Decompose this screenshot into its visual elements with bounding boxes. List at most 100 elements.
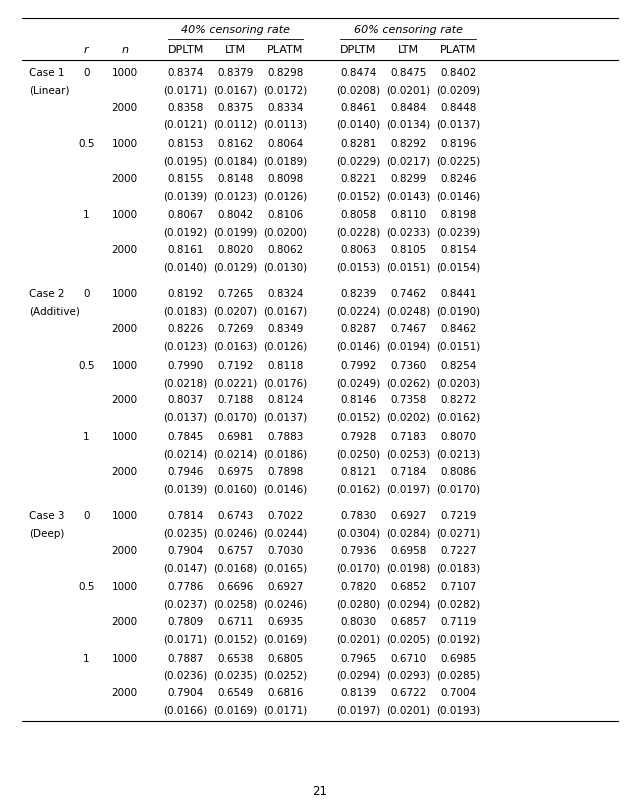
Text: (0.0123): (0.0123): [213, 191, 258, 201]
Text: (0.0121): (0.0121): [163, 120, 208, 130]
Text: 0.7928: 0.7928: [340, 432, 376, 442]
Text: 0.8030: 0.8030: [340, 617, 376, 627]
Text: (0.0217): (0.0217): [386, 156, 431, 167]
Text: 0.8334: 0.8334: [268, 103, 303, 112]
Text: 0.8121: 0.8121: [340, 467, 376, 477]
Text: 0: 0: [83, 290, 90, 299]
Text: (0.0134): (0.0134): [386, 120, 431, 130]
Text: 0.7004: 0.7004: [440, 688, 476, 698]
Text: (0.0170): (0.0170): [337, 563, 380, 574]
Text: (0.0130): (0.0130): [264, 262, 307, 273]
Text: 0.8154: 0.8154: [440, 245, 476, 255]
Text: 0.6927: 0.6927: [390, 511, 426, 521]
Text: 0.8161: 0.8161: [168, 245, 204, 255]
Text: 0.7887: 0.7887: [168, 654, 204, 663]
Text: (0.0165): (0.0165): [263, 563, 308, 574]
Text: 0.8196: 0.8196: [440, 139, 476, 149]
Text: (Additive): (Additive): [29, 307, 79, 317]
Text: (0.0271): (0.0271): [436, 528, 481, 539]
Text: 0.8287: 0.8287: [340, 324, 376, 334]
Text: 0.6538: 0.6538: [218, 654, 253, 663]
Text: 0.8058: 0.8058: [340, 210, 376, 220]
Text: (0.0284): (0.0284): [386, 528, 431, 539]
Text: 0.7269: 0.7269: [218, 324, 253, 334]
Text: 0.8272: 0.8272: [440, 396, 476, 405]
Text: PLATM: PLATM: [268, 45, 303, 55]
Text: (0.0203): (0.0203): [436, 378, 480, 388]
Text: 0.6857: 0.6857: [390, 617, 426, 627]
Text: 0.8441: 0.8441: [440, 290, 476, 299]
Text: 0.6927: 0.6927: [268, 582, 303, 592]
Text: (0.0253): (0.0253): [386, 449, 431, 460]
Text: 0.7227: 0.7227: [440, 546, 476, 556]
Text: 1: 1: [83, 210, 90, 220]
Text: n: n: [122, 45, 128, 55]
Text: (0.0250): (0.0250): [337, 449, 380, 460]
Text: Case 1: Case 1: [29, 68, 64, 78]
Text: 0: 0: [83, 68, 90, 78]
Text: (0.0189): (0.0189): [263, 156, 308, 167]
Text: (0.0137): (0.0137): [436, 120, 481, 130]
Text: (0.0214): (0.0214): [213, 449, 258, 460]
Text: 1000: 1000: [112, 290, 138, 299]
Text: 0.8299: 0.8299: [390, 174, 426, 184]
Text: (0.0172): (0.0172): [263, 85, 308, 95]
Text: (0.0285): (0.0285): [436, 671, 481, 681]
Text: (0.0224): (0.0224): [336, 307, 381, 317]
Text: (0.0213): (0.0213): [436, 449, 481, 460]
Text: (0.0192): (0.0192): [436, 634, 481, 645]
Text: (0.0112): (0.0112): [213, 120, 258, 130]
Text: 0: 0: [83, 511, 90, 521]
Text: (0.0168): (0.0168): [213, 563, 258, 574]
Text: 0.8064: 0.8064: [268, 139, 303, 149]
Text: 60% censoring rate: 60% censoring rate: [354, 25, 463, 35]
Text: (0.0139): (0.0139): [163, 484, 208, 494]
Text: 0.8155: 0.8155: [168, 174, 204, 184]
Text: (0.0154): (0.0154): [436, 262, 481, 273]
Text: (0.0186): (0.0186): [263, 449, 308, 460]
Text: 2000: 2000: [112, 688, 138, 698]
Text: 0.8106: 0.8106: [268, 210, 303, 220]
Text: 0.5: 0.5: [78, 361, 95, 371]
Text: Case 2: Case 2: [29, 290, 64, 299]
Text: (0.0192): (0.0192): [163, 227, 208, 238]
Text: 1000: 1000: [112, 210, 138, 220]
Text: (0.0190): (0.0190): [436, 307, 480, 317]
Text: (0.0249): (0.0249): [336, 378, 381, 388]
Text: (0.0171): (0.0171): [263, 705, 308, 716]
Text: 1000: 1000: [112, 139, 138, 149]
Text: (0.0153): (0.0153): [336, 262, 381, 273]
Text: 0.8020: 0.8020: [218, 245, 253, 255]
Text: (Deep): (Deep): [29, 528, 64, 539]
Text: 1000: 1000: [112, 361, 138, 371]
Text: (0.0209): (0.0209): [436, 85, 480, 95]
Text: 0.8162: 0.8162: [218, 139, 253, 149]
Text: (0.0166): (0.0166): [163, 705, 208, 716]
Text: 0.8110: 0.8110: [390, 210, 426, 220]
Text: (0.0282): (0.0282): [436, 599, 481, 610]
Text: 0.7183: 0.7183: [390, 432, 426, 442]
Text: 0.8298: 0.8298: [268, 68, 303, 78]
Text: (0.0246): (0.0246): [213, 528, 258, 539]
Text: 0.6549: 0.6549: [218, 688, 253, 698]
Text: 0.7265: 0.7265: [218, 290, 253, 299]
Text: 0.8118: 0.8118: [268, 361, 303, 371]
Text: (0.0139): (0.0139): [163, 191, 208, 201]
Text: (0.0113): (0.0113): [263, 120, 308, 130]
Text: 0.6975: 0.6975: [218, 467, 253, 477]
Text: (0.0244): (0.0244): [263, 528, 308, 539]
Text: 0.8484: 0.8484: [390, 103, 426, 112]
Text: 0.8448: 0.8448: [440, 103, 476, 112]
Text: (0.0151): (0.0151): [386, 262, 431, 273]
Text: 0.7809: 0.7809: [168, 617, 204, 627]
Text: 0.7946: 0.7946: [168, 467, 204, 477]
Text: (0.0239): (0.0239): [436, 227, 481, 238]
Text: (0.0140): (0.0140): [337, 120, 380, 130]
Text: 0.7898: 0.7898: [268, 467, 303, 477]
Text: (0.0183): (0.0183): [163, 307, 208, 317]
Text: 0.8462: 0.8462: [440, 324, 476, 334]
Text: (0.0201): (0.0201): [387, 705, 430, 716]
Text: (0.0147): (0.0147): [163, 563, 208, 574]
Text: (0.0208): (0.0208): [337, 85, 380, 95]
Text: 0.8475: 0.8475: [390, 68, 426, 78]
